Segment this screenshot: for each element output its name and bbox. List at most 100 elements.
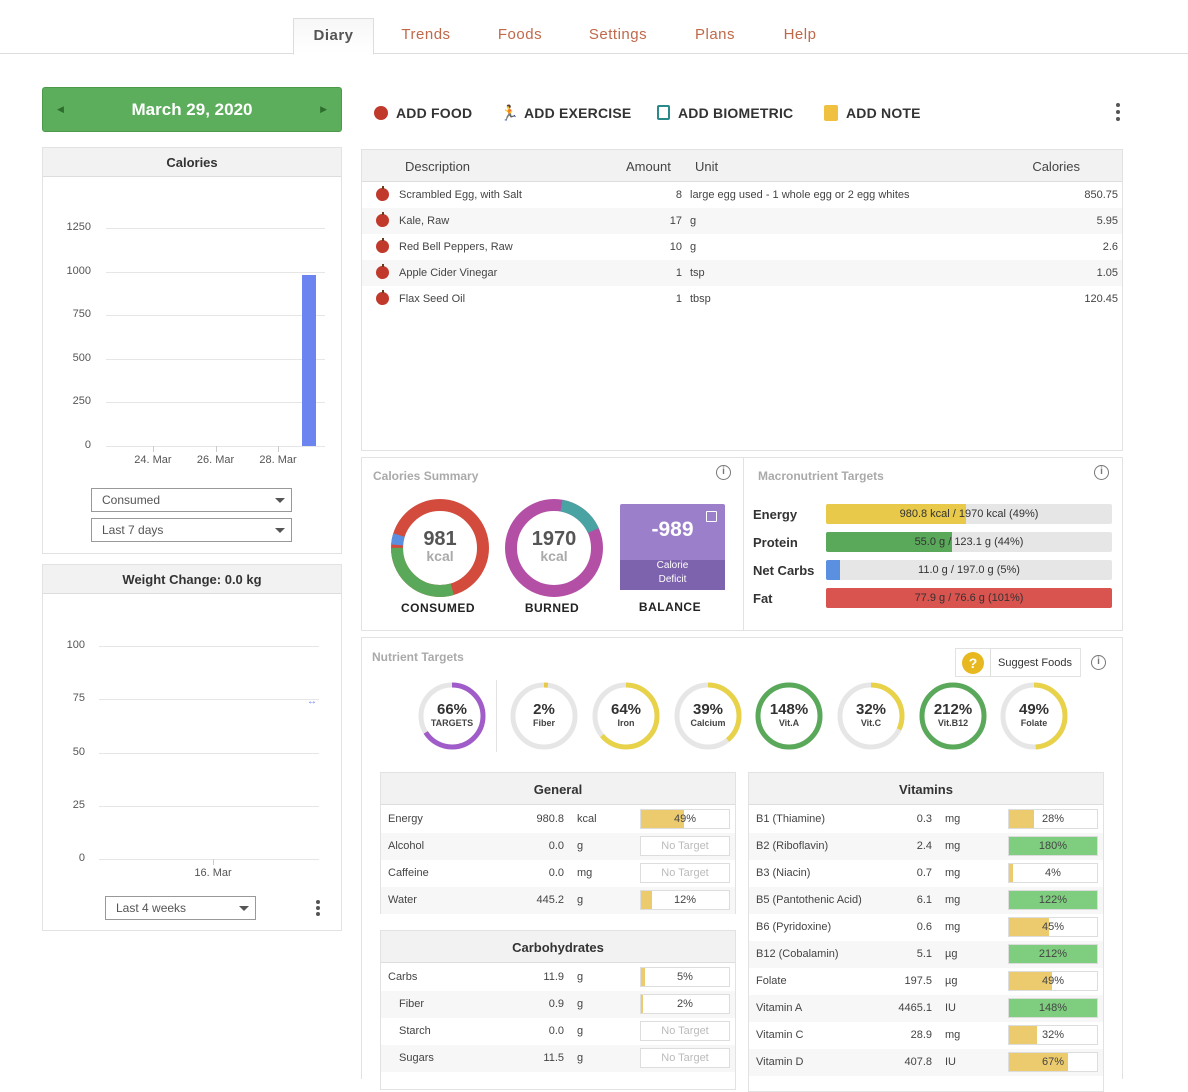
- nutrient-progress-bar: 180%: [1008, 836, 1098, 856]
- nutrient-ring-name: Folate: [1020, 718, 1048, 728]
- nutrient-row[interactable]: B3 (Niacin) 0.7 mg 4%: [749, 860, 1103, 887]
- carbohydrates-table: Carbohydrates Carbs 11.9 g 5% Fiber 0.9 g 2% Sta…: [380, 930, 736, 1090]
- add-exercise-button[interactable]: 🏃 ADD EXERCISE: [500, 102, 631, 124]
- nutrient-progress-bar: 49%: [640, 809, 730, 829]
- nutrient-row[interactable]: Carbs 11.9 g 5%: [381, 964, 735, 991]
- food-row[interactable]: Kale, Raw 17 g 5.95: [362, 208, 1122, 234]
- nutrient-ring-arc: [837, 682, 905, 750]
- calories-metric-select[interactable]: Consumed: [91, 488, 292, 512]
- nutrient-row[interactable]: Water 445.2 g 12%: [381, 887, 735, 914]
- nutrient-ring[interactable]: 39% Calcium: [672, 680, 744, 752]
- col-description[interactable]: Description: [405, 159, 471, 174]
- nutrient-row[interactable]: B1 (Thiamine) 0.3 mg 28%: [749, 806, 1103, 833]
- info-icon[interactable]: i: [1091, 655, 1106, 670]
- info-icon[interactable]: i: [1094, 465, 1109, 480]
- col-calories[interactable]: Calories: [1032, 159, 1080, 174]
- nutrient-row[interactable]: B12 (Cobalamin) 5.1 µg 212%: [749, 941, 1103, 968]
- nutrient-unit: g: [577, 840, 584, 852]
- nutrient-row[interactable]: Starch 0.0 g No Target: [381, 1018, 735, 1045]
- tab-plans[interactable]: Plans: [694, 26, 736, 43]
- nutrient-row[interactable]: Alcohol 0.0 g No Target: [381, 833, 735, 860]
- nutrient-ring[interactable]: 2% Fiber: [508, 680, 580, 752]
- calories-metric-value: Consumed: [102, 493, 161, 507]
- current-date[interactable]: March 29, 2020: [131, 100, 253, 119]
- suggest-foods-button[interactable]: ? Suggest Foods: [955, 648, 1081, 677]
- add-food-label: ADD FOOD: [396, 105, 473, 121]
- tab-help[interactable]: Help: [783, 26, 817, 43]
- nutrient-name: B2 (Riboflavin): [756, 840, 829, 852]
- weight-more-icon[interactable]: [316, 899, 322, 917]
- nutrient-unit: IU: [945, 1002, 956, 1014]
- next-day-icon[interactable]: ▶: [320, 104, 327, 114]
- consumed-unit: kcal: [426, 548, 454, 564]
- nutrient-unit: mg: [945, 867, 961, 879]
- nutrient-unit: mg: [945, 840, 961, 852]
- nutrient-ring[interactable]: 64% Iron: [590, 680, 662, 752]
- col-unit[interactable]: Unit: [695, 159, 719, 174]
- question-icon: ?: [962, 652, 984, 674]
- weight-point-icon[interactable]: ↔: [307, 696, 317, 707]
- nutrient-row[interactable]: Vitamin C 28.9 mg 32%: [749, 1022, 1103, 1049]
- nutrient-row[interactable]: Fiber 0.9 g 2%: [381, 991, 735, 1018]
- apple-icon: [372, 102, 390, 124]
- y-tick-label: 750: [72, 308, 91, 321]
- nutrient-name: Sugars: [399, 1052, 434, 1064]
- nutrient-row[interactable]: B6 (Pyridoxine) 0.6 mg 45%: [749, 914, 1103, 941]
- x-tick: [215, 446, 217, 452]
- nutrient-ring-percent: 64%: [610, 701, 642, 718]
- add-note-button[interactable]: ADD NOTE: [822, 102, 921, 124]
- nutrient-unit: g: [577, 1025, 584, 1037]
- calorie-bar[interactable]: [302, 274, 317, 446]
- note-icon: [822, 102, 840, 124]
- nutrient-ring[interactable]: 66% TARGETS: [416, 680, 488, 752]
- nutrient-ring-arc: [1000, 682, 1068, 750]
- macro-bar-fill: [826, 504, 967, 524]
- nutrient-progress-bar: 49%: [1008, 971, 1098, 991]
- grid-line: [99, 859, 319, 860]
- nutrient-value: 28.9: [910, 1029, 932, 1041]
- nutrient-ring[interactable]: 49% Folate: [998, 680, 1070, 752]
- nutrient-ring[interactable]: 32% Vit.C: [835, 680, 907, 752]
- nutrient-percent: 122%: [1038, 894, 1068, 906]
- nutrient-row[interactable]: Caffeine 0.0 mg No Target: [381, 860, 735, 887]
- food-row[interactable]: Flax Seed Oil 1 tbsp 120.45: [362, 286, 1122, 312]
- prev-day-icon[interactable]: ◀: [57, 104, 64, 114]
- nutrient-ring[interactable]: 212% Vit.B12: [917, 680, 989, 752]
- nutrient-ring-graphic: [1000, 682, 1068, 750]
- nutrient-row[interactable]: B2 (Riboflavin) 2.4 mg 180%: [749, 833, 1103, 860]
- nutrient-percent: 28%: [1041, 813, 1065, 825]
- info-icon[interactable]: i: [716, 465, 731, 480]
- nutrient-row[interactable]: Folate 197.5 µg 49%: [749, 968, 1103, 995]
- nutrient-row[interactable]: Energy 980.8 kcal 49%: [381, 806, 735, 833]
- macro-bar-fill: [826, 560, 841, 580]
- expand-icon[interactable]: [706, 511, 717, 522]
- food-row[interactable]: Red Bell Peppers, Raw 10 g 2.6: [362, 234, 1122, 260]
- nutrient-ring-name: Vit.A: [778, 718, 800, 728]
- food-unit: tbsp: [690, 293, 711, 305]
- nutrient-row[interactable]: Vitamin D 407.8 IU 67%: [749, 1049, 1103, 1076]
- nutrient-ring[interactable]: 148% Vit.A: [753, 680, 825, 752]
- calories-range-select[interactable]: Last 7 days: [91, 518, 292, 542]
- nutrient-progress-bar: No Target: [640, 1021, 730, 1041]
- food-row[interactable]: Apple Cider Vinegar 1 tsp 1.05: [362, 260, 1122, 286]
- food-amount: 8: [675, 189, 682, 201]
- nutrient-unit: mg: [577, 867, 593, 879]
- nutrient-row[interactable]: B5 (Pantothenic Acid) 6.1 mg 122%: [749, 887, 1103, 914]
- tab-foods[interactable]: Foods: [497, 26, 543, 43]
- weight-range-select[interactable]: Last 4 weeks: [105, 896, 256, 920]
- add-biometric-button[interactable]: ADD BIOMETRIC: [654, 102, 793, 124]
- nutrient-row[interactable]: Vitamin A 4465.1 IU 148%: [749, 995, 1103, 1022]
- food-row[interactable]: Scrambled Egg, with Salt 8 large egg used …: [362, 182, 1122, 208]
- col-amount[interactable]: Amount: [626, 159, 671, 174]
- nutrient-ring-arc: [919, 682, 987, 750]
- tab-trends[interactable]: Trends: [401, 26, 451, 43]
- nutrient-ring-percent: 39%: [692, 701, 724, 718]
- nutrient-ring-name: Vit.C: [860, 718, 882, 728]
- nutrient-row[interactable]: Sugars 11.5 g No Target: [381, 1045, 735, 1072]
- nutrient-value: 0.0: [548, 840, 564, 852]
- nutrient-name: Energy: [388, 813, 423, 825]
- add-food-button[interactable]: ADD FOOD: [372, 102, 472, 124]
- tab-diary[interactable]: Diary: [293, 18, 374, 55]
- diary-more-icon[interactable]: [1116, 103, 1122, 121]
- tab-settings[interactable]: Settings: [588, 26, 648, 43]
